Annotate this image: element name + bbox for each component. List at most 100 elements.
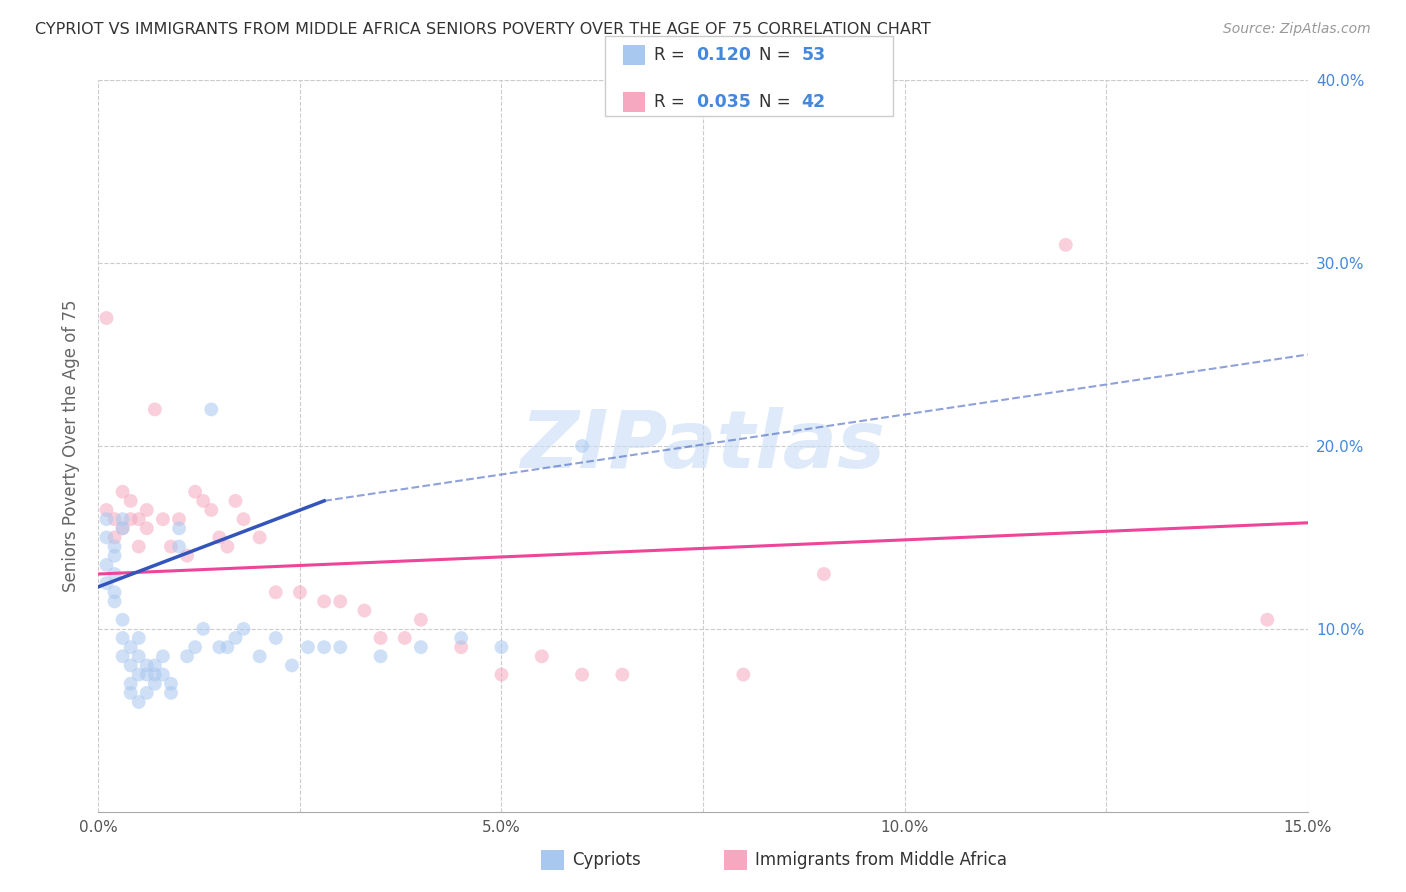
Text: R =: R = xyxy=(654,93,690,111)
Point xyxy=(200,402,222,417)
Point xyxy=(111,512,134,526)
Text: 42: 42 xyxy=(801,93,825,111)
Point xyxy=(491,667,513,681)
Text: R =: R = xyxy=(654,46,690,64)
Point xyxy=(143,402,166,417)
Point xyxy=(314,594,336,608)
Point xyxy=(135,503,157,517)
Point xyxy=(103,567,125,582)
Text: 0.035: 0.035 xyxy=(696,93,751,111)
Point xyxy=(152,512,174,526)
Point xyxy=(103,585,125,599)
Point xyxy=(143,667,166,681)
Point xyxy=(167,521,190,535)
Y-axis label: Seniors Poverty Over the Age of 75: Seniors Poverty Over the Age of 75 xyxy=(62,300,80,592)
Point xyxy=(103,530,125,544)
Text: Cypriots: Cypriots xyxy=(572,851,641,869)
Point xyxy=(264,585,287,599)
Point xyxy=(200,503,222,517)
Point xyxy=(208,640,231,655)
Text: 0.120: 0.120 xyxy=(696,46,751,64)
Point xyxy=(96,576,118,591)
Point xyxy=(217,640,239,655)
Point xyxy=(160,676,183,690)
Point xyxy=(120,658,142,673)
Point xyxy=(491,640,513,655)
Point xyxy=(249,649,271,664)
Point xyxy=(813,567,835,582)
Point xyxy=(1054,238,1077,252)
Point xyxy=(128,540,150,554)
Point xyxy=(111,613,134,627)
Point xyxy=(394,631,416,645)
Point xyxy=(264,631,287,645)
Point xyxy=(103,594,125,608)
Point xyxy=(167,540,190,554)
Point xyxy=(193,494,215,508)
Point xyxy=(1256,613,1278,627)
Point xyxy=(314,640,336,655)
Point xyxy=(111,521,134,535)
Point xyxy=(160,686,183,700)
Point xyxy=(120,512,142,526)
Point xyxy=(370,631,392,645)
Point xyxy=(96,558,118,572)
Text: N =: N = xyxy=(759,46,796,64)
Point xyxy=(167,512,190,526)
Point xyxy=(120,640,142,655)
Point xyxy=(530,649,553,664)
Point xyxy=(208,530,231,544)
Point xyxy=(96,512,118,526)
Point xyxy=(128,649,150,664)
Point xyxy=(217,540,239,554)
Point xyxy=(135,686,157,700)
Point xyxy=(249,530,271,544)
Point xyxy=(111,631,134,645)
Point xyxy=(143,658,166,673)
Point xyxy=(733,667,755,681)
Point xyxy=(120,686,142,700)
Point xyxy=(409,640,432,655)
Point xyxy=(184,640,207,655)
Point xyxy=(193,622,215,636)
Point xyxy=(128,631,150,645)
Point xyxy=(152,649,174,664)
Point xyxy=(160,540,183,554)
Point xyxy=(111,484,134,499)
Point xyxy=(103,549,125,563)
Point xyxy=(120,494,142,508)
Point xyxy=(135,667,157,681)
Point xyxy=(111,521,134,535)
Point xyxy=(128,695,150,709)
Text: 53: 53 xyxy=(801,46,825,64)
Point xyxy=(120,676,142,690)
Point xyxy=(370,649,392,664)
Point xyxy=(135,658,157,673)
Text: Immigrants from Middle Africa: Immigrants from Middle Africa xyxy=(755,851,1007,869)
Point xyxy=(612,667,634,681)
Point xyxy=(450,640,472,655)
Text: ZIPatlas: ZIPatlas xyxy=(520,407,886,485)
Point xyxy=(224,494,246,508)
Point xyxy=(103,512,125,526)
Point xyxy=(103,540,125,554)
Point xyxy=(96,503,118,517)
Point xyxy=(96,310,118,325)
Point xyxy=(297,640,319,655)
Point xyxy=(450,631,472,645)
Point xyxy=(288,585,311,599)
Point xyxy=(353,603,375,617)
Point xyxy=(135,521,157,535)
Point xyxy=(96,530,118,544)
Text: Source: ZipAtlas.com: Source: ZipAtlas.com xyxy=(1223,22,1371,37)
Point xyxy=(128,512,150,526)
Point xyxy=(111,649,134,664)
Point xyxy=(571,439,593,453)
Point xyxy=(224,631,246,645)
Point xyxy=(184,484,207,499)
Point xyxy=(176,549,198,563)
Point xyxy=(143,676,166,690)
Point xyxy=(329,594,352,608)
Point xyxy=(281,658,304,673)
Point xyxy=(571,667,593,681)
